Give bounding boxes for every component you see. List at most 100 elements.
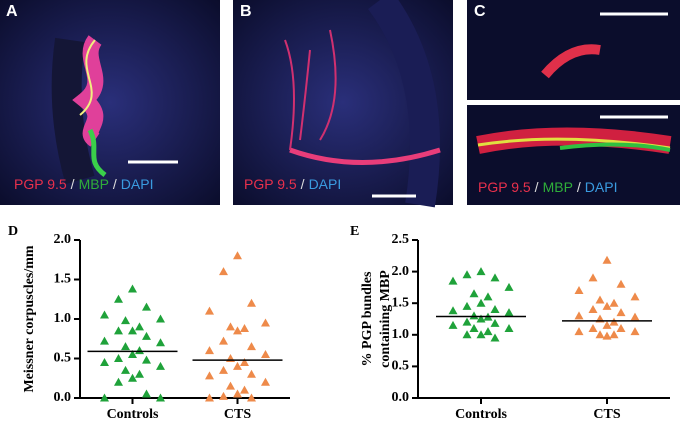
data-point	[609, 298, 619, 307]
data-point	[588, 273, 598, 282]
data-point	[462, 317, 472, 326]
stain-label: /	[535, 179, 539, 195]
stain-caption: PGP 9.5/DAPI	[244, 176, 341, 192]
stain-label: /	[71, 176, 75, 192]
data-point	[100, 357, 109, 366]
data-point	[602, 320, 612, 329]
y-tick-label: 1.5	[54, 272, 72, 287]
data-point	[616, 308, 626, 317]
chart-label: E	[350, 224, 359, 239]
x-tick-label: CTS	[224, 407, 251, 422]
data-point	[574, 286, 584, 295]
data-point	[114, 354, 123, 362]
data-point	[135, 346, 144, 355]
data-point	[476, 314, 486, 323]
data-point	[602, 255, 612, 264]
data-point	[240, 323, 249, 332]
data-point	[205, 371, 214, 380]
data-point	[476, 298, 486, 307]
data-point	[135, 322, 144, 331]
data-point	[616, 323, 626, 332]
data-point	[469, 289, 479, 298]
data-point	[261, 350, 270, 359]
data-point	[156, 314, 165, 323]
data-point	[476, 330, 486, 339]
chart-label: D	[8, 224, 18, 239]
x-tick-label: Controls	[455, 407, 507, 422]
data-point	[630, 327, 640, 336]
data-point	[128, 326, 137, 335]
data-point	[469, 323, 479, 332]
image-c	[467, 0, 680, 205]
data-point	[156, 338, 165, 347]
data-point	[588, 305, 598, 314]
data-point	[219, 336, 228, 345]
data-point	[100, 393, 109, 402]
data-point	[490, 273, 500, 282]
data-point	[602, 331, 612, 340]
data-point	[504, 323, 514, 332]
stain-label: MBP	[543, 179, 573, 195]
data-point	[226, 322, 235, 331]
data-point	[142, 389, 151, 398]
data-point	[504, 282, 514, 291]
data-point	[630, 312, 640, 321]
data-point	[121, 316, 130, 325]
stain-label: /	[301, 176, 305, 192]
data-point	[462, 270, 472, 279]
data-point	[588, 323, 598, 332]
data-point	[142, 302, 151, 311]
panel-label: A	[6, 3, 18, 20]
data-point	[448, 276, 458, 285]
stain-label: PGP 9.5	[14, 176, 67, 192]
data-point	[630, 292, 640, 301]
data-point	[219, 267, 228, 276]
data-point	[205, 393, 214, 402]
y-tick-label: 0.0	[54, 390, 72, 405]
data-point	[247, 298, 256, 307]
data-point	[490, 318, 500, 327]
data-point	[469, 311, 479, 320]
y-axis-title: Meissner corpuscles/mm	[22, 245, 37, 392]
data-point	[114, 326, 123, 335]
y-tick-label: 1.5	[392, 295, 410, 310]
chart: D Meissner corpuscles/mm 0.0 0.5 1.0 1.5 2.0 Co…	[8, 224, 290, 422]
data-point	[490, 305, 500, 314]
y-tick-label: 0.5	[54, 351, 72, 366]
data-point	[595, 295, 605, 304]
data-point	[448, 306, 458, 315]
stain-label: PGP 9.5	[478, 179, 531, 195]
image-b	[233, 0, 453, 208]
data-point	[135, 369, 144, 378]
data-point	[476, 267, 486, 276]
data-point	[128, 350, 137, 359]
data-point	[261, 377, 270, 386]
y-axis-title: % PGP bundles	[360, 271, 375, 366]
data-point	[247, 342, 256, 351]
data-point	[574, 311, 584, 320]
data-point	[462, 301, 472, 310]
y-tick-label: 0.0	[392, 390, 410, 405]
x-tick-label: Controls	[107, 407, 159, 422]
data-point	[595, 330, 605, 339]
stain-label: DAPI	[309, 176, 342, 192]
data-point	[226, 381, 235, 390]
data-point	[261, 318, 270, 327]
x-tick-label: CTS	[593, 407, 620, 422]
data-point	[602, 301, 612, 310]
image-a	[0, 0, 220, 205]
y-tick-label: 2.0	[54, 232, 72, 247]
stain-label: DAPI	[121, 176, 154, 192]
panel-label: C	[474, 3, 486, 20]
data-point	[114, 377, 123, 386]
data-point	[142, 355, 151, 364]
data-point	[128, 284, 137, 293]
data-point	[616, 279, 626, 288]
data-point	[114, 294, 123, 303]
data-point	[100, 310, 109, 319]
data-point	[504, 308, 514, 317]
data-point	[240, 357, 249, 366]
data-point	[205, 306, 214, 315]
data-point	[128, 373, 137, 382]
stain-caption: PGP 9.5/MBP / DAPI	[14, 176, 153, 192]
